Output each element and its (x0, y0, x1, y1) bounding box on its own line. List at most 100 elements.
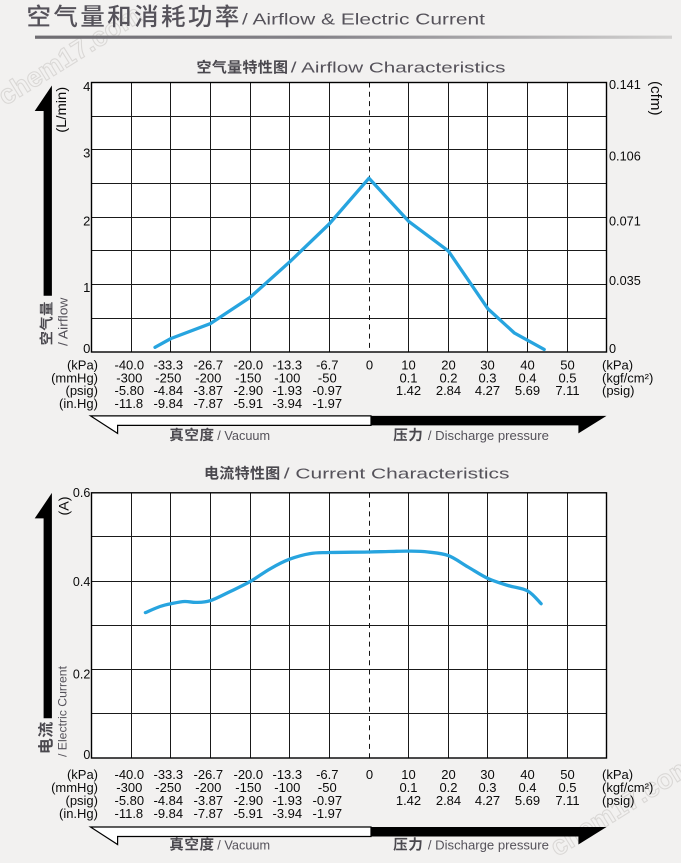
svg-text:-150: -150 (235, 370, 261, 385)
svg-text:(psig): (psig) (602, 793, 635, 808)
svg-text:-1.97: -1.97 (313, 806, 343, 821)
svg-text:-5.80: -5.80 (115, 383, 145, 398)
svg-text:(psig): (psig) (65, 383, 98, 398)
svg-text:-6.7: -6.7 (316, 357, 338, 372)
svg-text:-33.3: -33.3 (154, 357, 184, 372)
svg-text:-4.84: -4.84 (154, 793, 184, 808)
svg-text:0.2: 0.2 (73, 668, 90, 682)
svg-text:-200: -200 (195, 780, 221, 795)
svg-text:4.27: 4.27 (475, 793, 500, 808)
svg-text:(kPa): (kPa) (602, 767, 633, 782)
svg-text:30: 30 (480, 357, 494, 372)
svg-text:0.035: 0.035 (609, 274, 641, 288)
svg-text:7.11: 7.11 (555, 383, 579, 398)
svg-text:-3.87: -3.87 (194, 793, 224, 808)
svg-text:-1.93: -1.93 (273, 793, 303, 808)
svg-text:-1.97: -1.97 (313, 396, 343, 411)
svg-text:0.3: 0.3 (478, 370, 496, 385)
svg-text:(in.Hg): (in.Hg) (59, 806, 98, 821)
svg-text:7.11: 7.11 (555, 793, 579, 808)
svg-text:(kPa): (kPa) (67, 767, 98, 782)
svg-text:-13.3: -13.3 (273, 357, 303, 372)
svg-text:-100: -100 (274, 370, 300, 385)
svg-text:0.4: 0.4 (73, 575, 90, 589)
svg-text:/ Vacuum: / Vacuum (217, 839, 270, 853)
svg-text:2.84: 2.84 (436, 383, 461, 398)
svg-text:0: 0 (83, 341, 90, 356)
svg-text:-0.97: -0.97 (313, 383, 343, 398)
svg-text:40: 40 (520, 357, 534, 372)
svg-text:3: 3 (83, 146, 90, 161)
svg-text:(L/min): (L/min) (53, 87, 69, 133)
svg-text:0.2: 0.2 (439, 780, 457, 795)
svg-text:-50: -50 (318, 370, 337, 385)
svg-text:-11.8: -11.8 (115, 806, 144, 821)
svg-text:50: 50 (560, 357, 574, 372)
svg-text:-2.90: -2.90 (234, 383, 264, 398)
svg-text:40: 40 (520, 767, 534, 782)
svg-text:/ Current Characteristics: / Current Characteristics (284, 466, 510, 483)
svg-text:(psig): (psig) (65, 793, 98, 808)
svg-text:0.4: 0.4 (518, 780, 536, 795)
svg-text:/ Electric Current: / Electric Current (56, 665, 70, 757)
svg-text:0.6: 0.6 (73, 486, 90, 500)
svg-text:0.5: 0.5 (558, 780, 576, 795)
svg-text:-50: -50 (318, 780, 337, 795)
svg-text:10: 10 (401, 357, 415, 372)
svg-text:-1.93: -1.93 (273, 383, 303, 398)
svg-text:-5.91: -5.91 (234, 396, 264, 411)
svg-text:0.1: 0.1 (399, 370, 417, 385)
svg-text:-7.87: -7.87 (194, 806, 224, 821)
svg-text:-40.0: -40.0 (115, 767, 145, 782)
svg-text:4: 4 (83, 79, 90, 94)
svg-text:(A): (A) (55, 497, 71, 516)
svg-text:-26.7: -26.7 (194, 767, 224, 782)
svg-text:(mmHg): (mmHg) (51, 370, 98, 385)
svg-text:(kPa): (kPa) (602, 357, 633, 372)
svg-text:0.106: 0.106 (609, 150, 641, 164)
svg-text:-7.87: -7.87 (194, 396, 224, 411)
svg-text:-4.84: -4.84 (154, 383, 184, 398)
svg-text:-250: -250 (155, 370, 181, 385)
svg-text:0: 0 (366, 767, 373, 782)
svg-text:-40.0: -40.0 (115, 357, 145, 372)
svg-text:0.5: 0.5 (558, 370, 576, 385)
svg-text:-9.84: -9.84 (154, 396, 184, 411)
svg-text:-9.84: -9.84 (154, 806, 184, 821)
svg-text:5.69: 5.69 (515, 793, 540, 808)
svg-text:-13.3: -13.3 (273, 767, 303, 782)
svg-text:0: 0 (609, 342, 616, 356)
svg-text:0: 0 (366, 357, 373, 372)
svg-text:/ Discharge pressure: / Discharge pressure (428, 429, 549, 443)
svg-text:1.42: 1.42 (396, 383, 421, 398)
svg-text:-100: -100 (274, 780, 300, 795)
svg-text:20: 20 (441, 767, 455, 782)
svg-text:(kgf/cm²): (kgf/cm²) (602, 370, 653, 385)
svg-text:-5.80: -5.80 (115, 793, 145, 808)
svg-text:-33.3: -33.3 (154, 767, 184, 782)
svg-text:/ Discharge pressure: / Discharge pressure (428, 839, 549, 853)
svg-text:1: 1 (83, 280, 90, 295)
svg-text:-300: -300 (116, 780, 142, 795)
svg-text:0.071: 0.071 (609, 215, 641, 229)
svg-text:0.4: 0.4 (518, 370, 536, 385)
svg-text:-20.0: -20.0 (234, 357, 264, 372)
svg-text:(mmHg): (mmHg) (51, 780, 98, 795)
svg-text:20: 20 (441, 357, 455, 372)
svg-text:-250: -250 (155, 780, 181, 795)
svg-text:/ Airflow Characteristics: / Airflow Characteristics (291, 60, 506, 77)
svg-text:-5.91: -5.91 (234, 806, 264, 821)
svg-text:/ Airflow & Electric Current: / Airflow & Electric Current (242, 12, 486, 29)
svg-text:30: 30 (480, 767, 494, 782)
svg-text:(kPa): (kPa) (67, 357, 98, 372)
svg-text:0.3: 0.3 (478, 780, 496, 795)
svg-text:5.69: 5.69 (515, 383, 540, 398)
svg-text:-6.7: -6.7 (316, 767, 338, 782)
svg-text:0.2: 0.2 (439, 370, 457, 385)
svg-text:(in.Hg): (in.Hg) (59, 396, 98, 411)
svg-text:-3.87: -3.87 (194, 383, 224, 398)
svg-text:0: 0 (83, 748, 90, 762)
svg-text:2: 2 (83, 213, 90, 228)
svg-text:-200: -200 (195, 370, 221, 385)
svg-text:-3.94: -3.94 (273, 806, 303, 821)
